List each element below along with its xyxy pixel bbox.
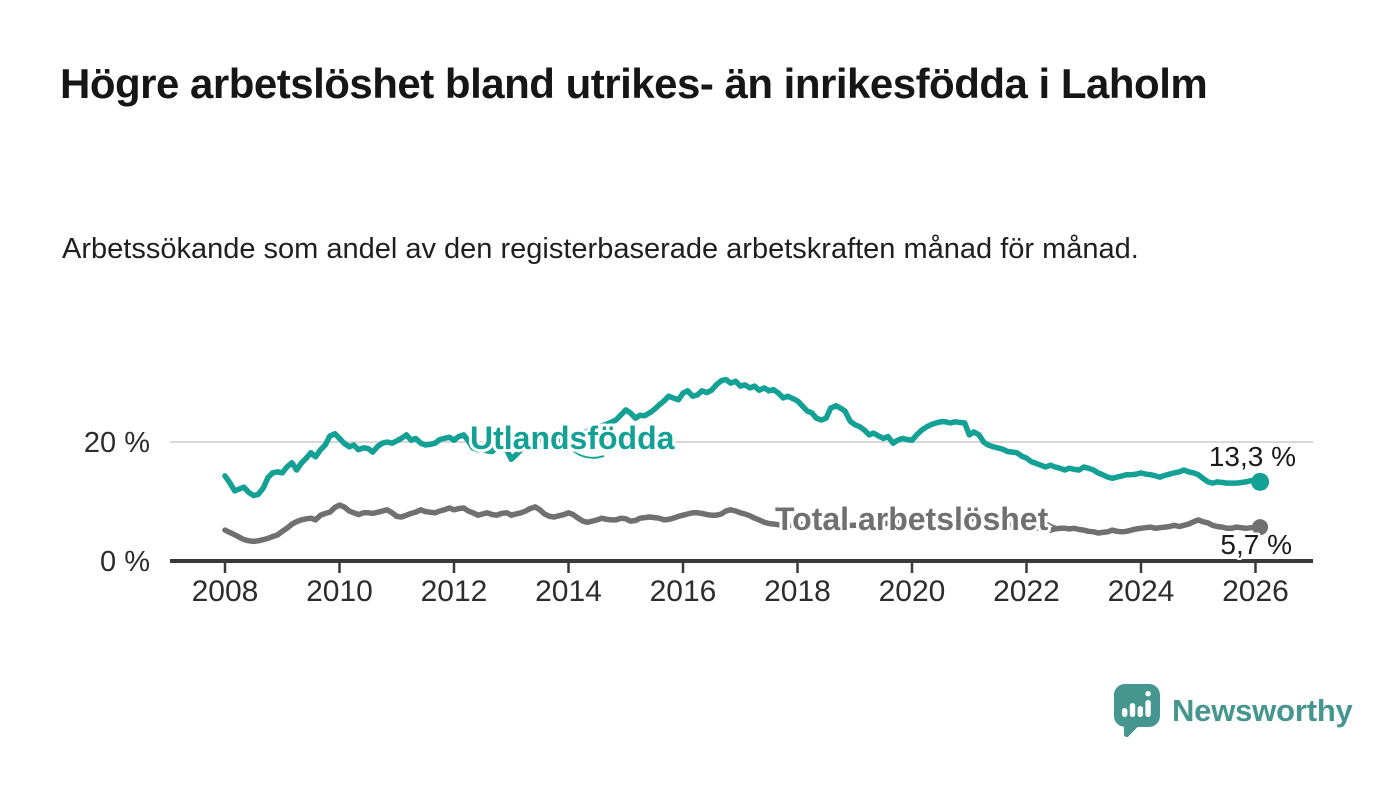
brand-logo: Newsworthy <box>1113 683 1353 739</box>
series-end-dot <box>1251 472 1270 491</box>
label-leader-line <box>1039 517 1063 529</box>
brand-name: Newsworthy <box>1172 693 1353 728</box>
series-end-dot <box>1252 519 1269 536</box>
series-line-total <box>222 502 1263 545</box>
chart-subtitle: Arbetssökande som andel av den registerb… <box>62 233 1139 265</box>
x-tick-label-2008: 2008 <box>192 575 259 608</box>
x-tick-label-2010: 2010 <box>306 575 373 608</box>
series-label-total: Total arbetslöshet <box>775 501 1049 537</box>
bar-chart-glyph <box>1122 691 1151 717</box>
x-tick-label-2024: 2024 <box>1108 575 1175 608</box>
x-tick-label-2014: 2014 <box>535 575 602 608</box>
data-series <box>222 376 1270 545</box>
y-tick-label-20: 20 % <box>84 427 150 459</box>
chart-labels: 0 % 20 % Utlandsfödda 13,3 % Total arbetslös… <box>84 417 1299 578</box>
x-tick-label-2022: 2022 <box>993 575 1060 608</box>
y-tick-label-0: 0 % <box>100 546 150 578</box>
end-value-label: 13,3 % <box>1209 441 1296 472</box>
x-tick-label-2026: 2026 <box>1222 575 1289 608</box>
x-tick-label-2018: 2018 <box>764 575 831 608</box>
x-axis: 2008 2010 2012 2014 2016 2018 2020 2022 2024 2026 <box>170 559 1313 608</box>
newsworthy-icon <box>1114 684 1160 738</box>
x-tick-label-2012: 2012 <box>421 575 488 608</box>
series-line-utlandsfodda <box>222 376 1263 499</box>
x-tick-label-2016: 2016 <box>650 575 717 608</box>
end-value-label: 5,7 % <box>1220 529 1292 560</box>
page-title: Högre arbetslöshet bland utrikes- än inr… <box>60 60 1208 107</box>
label-leader-line <box>571 449 605 459</box>
x-tick-label-2020: 2020 <box>879 575 946 608</box>
series-label-utlandsfodda: Utlandsfödda <box>470 420 675 456</box>
